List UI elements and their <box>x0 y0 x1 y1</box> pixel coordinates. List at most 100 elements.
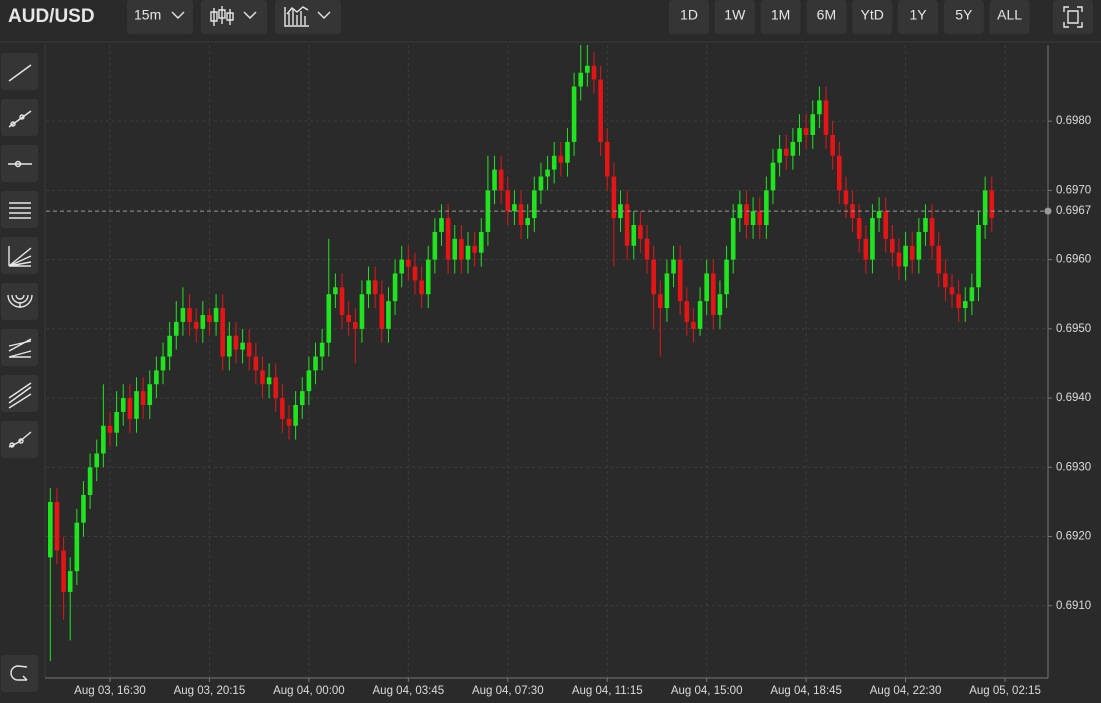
tool-arcs[interactable] <box>1 283 38 320</box>
candle-body <box>949 287 955 295</box>
candle-body <box>956 294 961 309</box>
range-button[interactable] <box>943 0 984 34</box>
candle-body <box>386 301 391 329</box>
candle-body <box>870 218 875 260</box>
range-label[interactable]: 1W <box>724 7 746 23</box>
candle-body <box>817 100 822 115</box>
tool-trendline[interactable] <box>1 53 38 90</box>
candle-body <box>598 79 603 142</box>
range-label[interactable]: 1D <box>680 7 698 23</box>
candle-body <box>366 280 371 295</box>
candle-body <box>74 522 80 572</box>
tool-channel[interactable] <box>1 191 38 228</box>
range-label[interactable]: 1M <box>771 7 790 23</box>
candle-body <box>107 425 113 433</box>
tool-icon <box>8 110 32 128</box>
tool-pitchfork[interactable] <box>1 375 38 412</box>
tool-icon <box>8 246 32 267</box>
fullscreen[interactable] <box>1053 0 1093 34</box>
interval[interactable]: 15m <box>134 7 161 23</box>
range-label[interactable]: YtD <box>861 7 884 23</box>
candle-body <box>923 218 928 232</box>
range-button[interactable] <box>898 0 938 34</box>
candle-body <box>962 301 968 309</box>
candle-body <box>830 135 835 156</box>
candle-body <box>140 391 146 405</box>
candle-body <box>306 370 312 392</box>
candle-body <box>711 273 716 315</box>
candle-body <box>565 141 570 163</box>
candle-body <box>227 335 232 357</box>
tool-fib[interactable] <box>1 329 38 366</box>
candle-body <box>651 259 656 295</box>
candle-body <box>459 238 464 260</box>
candle-body <box>611 176 617 219</box>
candle-body <box>134 391 139 419</box>
range-button[interactable] <box>989 0 1030 34</box>
candle-body <box>532 190 537 219</box>
left-toolbar <box>0 43 42 703</box>
range-button[interactable] <box>760 0 801 34</box>
candle-body <box>207 315 212 322</box>
tool-icon <box>8 431 32 448</box>
range-label[interactable]: ALL <box>997 7 1022 23</box>
candle-body <box>154 370 159 385</box>
candle-body <box>843 190 849 205</box>
range-button[interactable] <box>852 0 893 34</box>
tool-icon <box>9 202 31 219</box>
candle-body <box>730 218 736 260</box>
candle-body <box>750 211 756 225</box>
candle-body <box>478 231 484 253</box>
interval-selector[interactable]: 15m <box>127 0 193 34</box>
candle-body <box>538 176 544 191</box>
candle-body <box>147 384 153 405</box>
x-tick-label: Aug 04, 15:00 <box>671 685 743 697</box>
candle-body <box>319 342 325 357</box>
candle-body <box>94 453 100 468</box>
candle-body <box>863 238 869 260</box>
candle-body <box>286 418 292 426</box>
candle-body <box>823 100 829 135</box>
tool-fan[interactable] <box>1 237 38 274</box>
candle-body <box>757 211 763 225</box>
interval-button[interactable] <box>127 0 193 34</box>
candle-body <box>604 141 610 177</box>
chart-type-selector[interactable] <box>201 0 267 34</box>
range-label[interactable]: 5Y <box>955 7 973 23</box>
candle-body <box>160 356 166 371</box>
indicator-selector[interactable] <box>275 0 341 34</box>
candle-body <box>180 308 186 322</box>
tool-magnet[interactable] <box>1 655 38 692</box>
y-tick-label: 0.6920 <box>1056 531 1091 543</box>
chart-type-button[interactable] <box>201 0 267 34</box>
tool-icon <box>8 160 32 168</box>
candle-body <box>246 342 252 357</box>
candle-body <box>200 315 206 329</box>
candle-body <box>359 294 365 329</box>
candle-body <box>101 425 106 454</box>
candle-body <box>691 321 696 329</box>
candle-body <box>671 259 676 274</box>
candle-body <box>890 238 895 253</box>
candle-body <box>54 501 60 551</box>
candle-body <box>558 155 564 163</box>
range-label[interactable]: 1Y <box>909 7 927 23</box>
candle-body <box>770 162 776 191</box>
range-label[interactable]: 6M <box>817 7 836 23</box>
range-button[interactable] <box>806 0 847 34</box>
range-button[interactable] <box>669 0 709 34</box>
candle-body <box>585 65 590 73</box>
symbol: AUD/USD <box>8 6 95 27</box>
x-tick-label: Aug 04, 07:30 <box>472 685 544 697</box>
range-button[interactable] <box>714 0 755 34</box>
candle-body <box>114 411 119 433</box>
candle-body <box>982 190 988 225</box>
x-tick-label: Aug 04, 11:15 <box>572 685 643 697</box>
candle-body <box>744 204 749 225</box>
candle-body <box>352 321 358 329</box>
fullscreen-button[interactable] <box>1053 0 1093 34</box>
candle-body <box>67 571 73 592</box>
x-tick-label: Aug 03, 20:15 <box>174 685 246 697</box>
candle-body <box>406 259 411 267</box>
